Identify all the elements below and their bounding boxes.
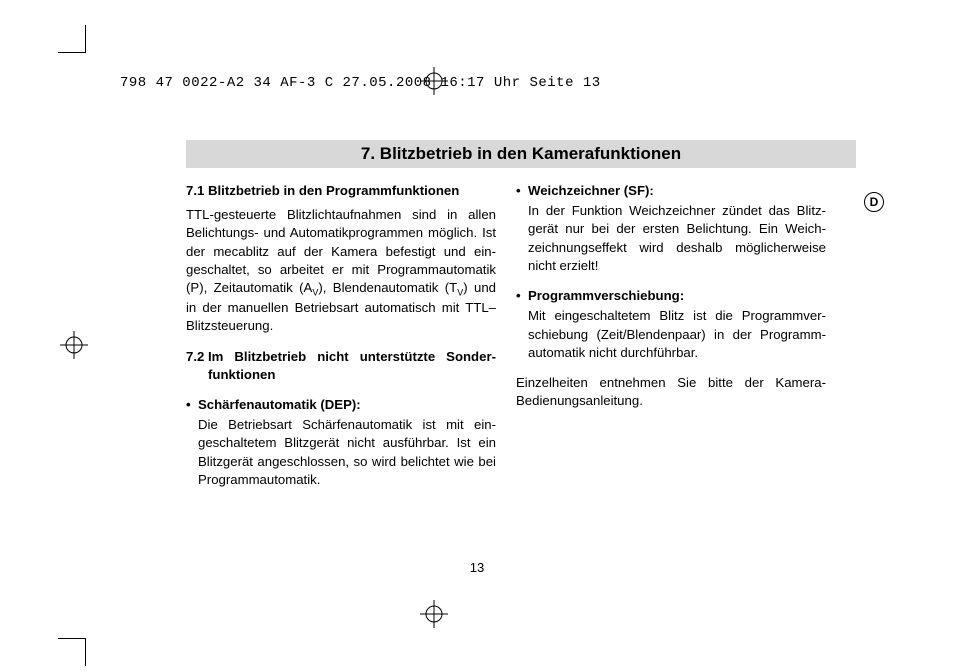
text: Im Blitzbetrieb nicht unterstützte Sonde… (208, 348, 496, 384)
text: ), Blendenautomatik (T (318, 280, 457, 295)
bullet-dot: • (186, 396, 198, 489)
bullet-dot: • (516, 182, 528, 275)
bullet-item: • Weichzeichner (SF): In der Funktion We… (516, 182, 826, 275)
paragraph: TTL-gesteuerte Blitzlichtaufnahmen sind … (186, 206, 496, 335)
bullet-title: Programmverschiebung: (528, 287, 826, 305)
subheading-7-2: 7.2 Im Blitzbetrieb nicht unterstützte S… (186, 348, 496, 384)
registration-mark-icon (60, 331, 88, 359)
print-header: 798 47 0022-A2 34 AF-3 C 27.05.2008 16:1… (120, 75, 601, 91)
column-left: 7.1 Blitzbetrieb in den Programmfunktion… (186, 182, 496, 493)
page-content: 7. Blitzbetrieb in den Kamerafunktionen … (186, 140, 856, 493)
section-title: 7. Blitzbetrieb in den Kamerafunktionen (186, 140, 856, 168)
column-right: • Weichzeichner (SF): In der Funktion We… (516, 182, 826, 493)
bullet-title: Weichzeichner (SF): (528, 182, 826, 200)
closing-paragraph: Einzelheiten entnehmen Sie bitte der Kam… (516, 374, 826, 410)
crop-mark (85, 25, 86, 53)
crop-mark (58, 52, 86, 53)
bullet-dot: • (516, 287, 528, 362)
bullet-item: • Schärfenautomatik (DEP): Die Betriebsa… (186, 396, 496, 489)
language-badge: D (864, 192, 884, 212)
bullet-text: In der Funktion Weichzeichner zündet das… (528, 202, 826, 275)
bullet-item: • Programmverschiebung: Mit eingeschalte… (516, 287, 826, 362)
bullet-text: Die Betriebsart Schärfenautomatik ist mi… (198, 416, 496, 489)
page-number: 13 (0, 560, 954, 575)
bullet-title: Schärfenautomatik (DEP): (198, 396, 496, 414)
registration-mark-icon (420, 600, 448, 628)
subheading-7-1: 7.1 Blitzbetrieb in den Programmfunktion… (186, 182, 496, 200)
bullet-text: Mit eingeschaltetem Blitz ist die Progra… (528, 307, 826, 362)
crop-mark (85, 638, 86, 666)
crop-mark (58, 638, 86, 639)
two-column-layout: 7.1 Blitzbetrieb in den Programmfunktion… (186, 182, 856, 493)
